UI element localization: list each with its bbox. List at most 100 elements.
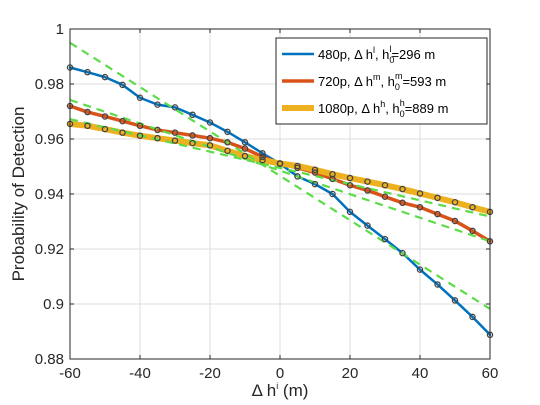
data-point (294, 162, 301, 170)
y-tick-label: 0.94 (35, 186, 64, 203)
data-point (101, 125, 109, 133)
data-point (451, 198, 459, 206)
y-tick-label: 0.98 (35, 76, 64, 93)
data-point (399, 185, 406, 193)
data-markers (66, 64, 494, 339)
x-axis-label-base: Δ h (252, 381, 277, 400)
x-tick-label: -60 (59, 365, 81, 382)
legend-label-part: 0 (395, 82, 400, 92)
data-point (241, 145, 249, 152)
legend-label-part: 0 (389, 55, 394, 65)
data-point (381, 235, 389, 243)
data-point (364, 187, 371, 194)
data-point (416, 190, 424, 197)
legend-label-part: 720p, Δ h (318, 74, 373, 89)
data-point (346, 174, 354, 182)
data-point (294, 173, 301, 180)
data-point (381, 193, 389, 200)
x-tick-label: 20 (342, 365, 359, 382)
data-point (329, 190, 336, 198)
data-point (189, 111, 196, 119)
y-axis-label: Probability of Detection (9, 107, 28, 282)
y-tick-label: 0.9 (43, 296, 64, 313)
data-point (364, 178, 371, 185)
x-tick-label: -20 (199, 365, 221, 382)
data-point (136, 122, 144, 130)
data-point (154, 126, 161, 134)
data-point (206, 134, 214, 142)
data-point (241, 152, 249, 160)
data-point (84, 68, 91, 76)
legend-label-part: , h (385, 101, 399, 116)
legend-label-part: m (373, 72, 381, 82)
data-point (259, 156, 266, 164)
data-point (171, 137, 179, 144)
data-point (206, 119, 214, 126)
data-point (311, 169, 319, 176)
data-point (311, 166, 319, 174)
data-point (101, 73, 109, 81)
data-point (311, 180, 319, 188)
y-tick-label: 0.96 (35, 131, 64, 148)
data-point (224, 147, 231, 155)
legend-label-part: , h (375, 47, 389, 62)
data-point (469, 203, 476, 211)
legend-label-0: 480p, Δ hl, h0l=296 m (318, 44, 435, 65)
data-point (259, 153, 266, 161)
data-point (119, 117, 126, 125)
data-point (84, 108, 91, 116)
data-point (171, 129, 179, 136)
x-axis-label: Δ hi (m) (252, 381, 309, 400)
data-point (329, 170, 336, 178)
data-point (119, 129, 126, 136)
data-point (451, 297, 459, 304)
legend-label-part: 0 (400, 109, 405, 119)
legend-label-part: l (389, 44, 391, 54)
data-point (241, 139, 249, 146)
legend-label-part: 480p, Δ h (318, 47, 373, 62)
legend-label-part: 1080p, Δ h (318, 101, 380, 116)
data-point (399, 199, 406, 207)
data-point (434, 194, 441, 202)
legend-label-2: 1080p, Δ hh, h0h=889 m (318, 98, 448, 119)
data-point (154, 134, 161, 142)
x-tick-label: -40 (129, 365, 151, 382)
data-point (154, 101, 161, 108)
x-axis-label-superscript: i (276, 381, 278, 391)
data-point (136, 132, 144, 139)
legend-label-part: =296 m (391, 47, 435, 62)
data-point (451, 217, 459, 225)
data-point (189, 132, 196, 139)
data-point (399, 249, 406, 257)
x-tick-label: 40 (412, 365, 429, 382)
legend-label-part: =889 m (405, 101, 449, 116)
data-point (189, 139, 196, 147)
y-tick-label: 0.92 (35, 241, 64, 258)
legend-label-part: h (400, 98, 405, 108)
data-point (416, 203, 424, 211)
data-point (276, 160, 284, 167)
y-tick-label: 0.88 (35, 351, 64, 368)
data-point (224, 128, 231, 136)
x-tick-label: 0 (276, 365, 284, 382)
x-tick-label: 60 (482, 365, 499, 382)
data-point (434, 210, 441, 218)
data-point (434, 281, 441, 288)
legend-label-part: h (380, 99, 385, 109)
data-point (259, 150, 266, 157)
data-point (364, 222, 371, 229)
data-point (119, 81, 126, 89)
y-tick-label: 1 (56, 21, 64, 38)
data-point (224, 139, 231, 146)
data-point (101, 113, 109, 120)
data-point (381, 181, 389, 189)
data-point (171, 104, 179, 111)
data-point (346, 181, 354, 189)
reference-line-2 (69, 118, 491, 218)
data-point (469, 227, 476, 235)
data-point (469, 313, 476, 321)
legend-label-part: =593 m (402, 74, 446, 89)
